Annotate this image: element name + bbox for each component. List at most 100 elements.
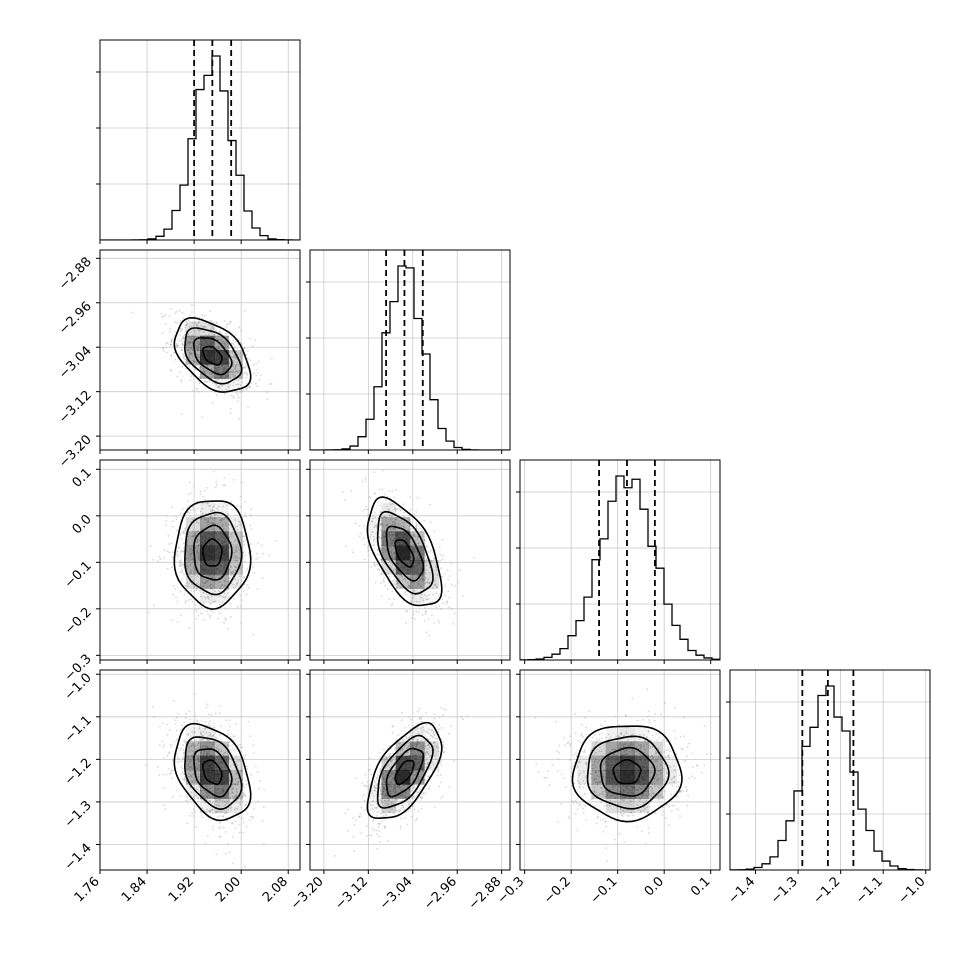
sample-point [225, 521, 227, 524]
sample-point [211, 809, 214, 812]
sample-point [614, 784, 617, 787]
sample-point [372, 818, 375, 821]
sample-point [440, 759, 442, 762]
sample-point [198, 353, 200, 356]
sample-point [188, 342, 191, 345]
sample-point [401, 521, 404, 524]
sample-point [198, 539, 201, 542]
sample-point [401, 747, 403, 750]
sample-point [385, 524, 387, 527]
sample-point [387, 509, 390, 512]
sample-point [422, 746, 425, 749]
sample-point [187, 349, 189, 351]
sample-point [231, 371, 233, 373]
sample-point [196, 582, 199, 585]
sample-point [205, 518, 208, 521]
sample-point [416, 538, 419, 541]
sample-point [411, 742, 414, 744]
sample-point [206, 502, 209, 505]
sample-point [212, 733, 215, 736]
sample-point [237, 777, 240, 779]
sample-point [425, 724, 428, 726]
sample-point [447, 578, 450, 581]
sample-point [417, 752, 420, 755]
sample-point [241, 535, 244, 538]
sample-point [414, 751, 417, 754]
sample-point [225, 802, 228, 805]
sample-point [395, 798, 398, 801]
sample-point [201, 507, 204, 510]
sample-point [163, 557, 166, 559]
sample-point [243, 347, 246, 349]
sample-point [393, 779, 396, 782]
sample-point [232, 735, 235, 738]
sample-point [411, 738, 414, 741]
sample-point [415, 523, 418, 526]
sample-point [229, 320, 232, 323]
sample-point [440, 781, 442, 784]
sample-point [163, 787, 166, 790]
sample-point [199, 739, 202, 741]
sample-point [231, 351, 234, 354]
sample-point [168, 752, 171, 755]
sample-point [214, 712, 217, 715]
sample-point [186, 342, 189, 344]
sample-point [208, 734, 211, 737]
sample-point [230, 809, 233, 811]
sample-point [253, 752, 256, 755]
sample-point [232, 395, 235, 398]
sample-point [585, 763, 588, 766]
sample-point [233, 540, 236, 543]
density-cell [200, 798, 215, 814]
sample-point [233, 343, 235, 345]
sample-point [411, 797, 414, 799]
sample-point [230, 394, 233, 397]
sample-point [203, 749, 205, 752]
sample-point [214, 517, 216, 520]
sample-point [219, 519, 222, 522]
sample-point [193, 731, 196, 734]
sample-point [409, 585, 411, 588]
density-cell [424, 574, 439, 589]
sample-point [192, 558, 195, 561]
sample-point [241, 817, 244, 820]
sample-point [367, 769, 370, 772]
sample-point [402, 578, 405, 581]
sample-point [183, 358, 186, 361]
sample-point [241, 746, 244, 749]
sample-point [551, 763, 554, 766]
sample-point [371, 827, 374, 830]
sample-point [197, 776, 200, 778]
sample-point [193, 744, 196, 747]
sample-point [190, 775, 192, 778]
sample-point [191, 779, 193, 782]
sample-point [379, 799, 382, 802]
panel-frame [309, 249, 511, 451]
sample-point [220, 338, 222, 341]
sample-point [218, 574, 221, 577]
sample-point [193, 573, 196, 576]
sample-point [430, 729, 433, 731]
sample-point [364, 508, 366, 511]
sample-point [161, 722, 164, 725]
sample-point [179, 590, 182, 593]
sample-point [602, 769, 605, 771]
sample-point [196, 342, 199, 345]
sample-point [176, 753, 178, 756]
sample-point [255, 385, 258, 388]
density-cell [200, 517, 215, 532]
sample-point [240, 798, 242, 801]
sample-point [215, 811, 218, 814]
sample-point [422, 779, 425, 781]
sample-point [214, 379, 216, 382]
sample-point [194, 364, 197, 367]
sample-point [239, 506, 242, 508]
sample-point [426, 582, 429, 584]
sample-point [390, 604, 393, 607]
sample-point [181, 343, 183, 346]
sample-point [396, 508, 399, 511]
sample-point [236, 347, 238, 350]
x-tick-label: 2.00 [213, 874, 244, 905]
sample-point [618, 785, 621, 788]
sample-point [202, 738, 205, 741]
